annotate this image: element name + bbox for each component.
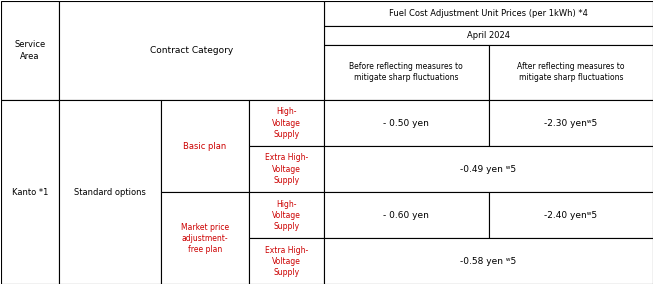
Text: Service
Area: Service Area [14, 40, 46, 61]
Text: Market price
adjustment-
free plan: Market price adjustment- free plan [181, 223, 229, 254]
Text: April 2024: April 2024 [467, 31, 510, 40]
Text: Kanto *1: Kanto *1 [12, 188, 48, 197]
Bar [489, 100, 653, 146]
Text: After reflecting measures to
mitigate sharp fluctuations: After reflecting measures to mitigate sh… [517, 62, 625, 82]
Bar [324, 238, 653, 284]
Text: - 0.50 yen: - 0.50 yen [383, 119, 429, 127]
Text: - 0.60 yen: - 0.60 yen [383, 211, 429, 220]
Bar [324, 26, 653, 45]
Bar [249, 100, 324, 146]
Text: High-
Voltage
Supply: High- Voltage Supply [272, 107, 301, 139]
Text: -2.40 yenʷ5: -2.40 yenʷ5 [544, 211, 598, 220]
Bar [324, 192, 489, 238]
Bar [249, 146, 324, 192]
Text: High-
Voltage
Supply: High- Voltage Supply [272, 200, 301, 231]
Bar [324, 1, 653, 26]
Text: Fuel Cost Adjustment Unit Prices (per 1kWh) *4: Fuel Cost Adjustment Unit Prices (per 1k… [389, 9, 588, 18]
Bar [1, 1, 60, 100]
Bar [324, 146, 653, 192]
Text: Standard options: Standard options [74, 188, 146, 197]
Text: Extra High-
Voltage
Supply: Extra High- Voltage Supply [265, 246, 308, 277]
Bar [60, 100, 161, 284]
Bar [249, 238, 324, 284]
Bar [489, 192, 653, 238]
Bar [60, 1, 324, 100]
Text: Before reflecting measures to
mitigate sharp fluctuations: Before reflecting measures to mitigate s… [349, 62, 463, 82]
Text: Extra High-
Voltage
Supply: Extra High- Voltage Supply [265, 154, 308, 185]
Bar [161, 192, 249, 284]
Bar [489, 45, 653, 100]
Bar [161, 100, 249, 192]
Text: -2.30 yenʷ5: -2.30 yenʷ5 [544, 119, 598, 127]
Bar [324, 45, 489, 100]
Bar [249, 192, 324, 238]
Text: -0.49 yen ʷ5: -0.49 yen ʷ5 [460, 165, 517, 174]
Text: Contract Category: Contract Category [150, 46, 233, 55]
Text: -0.58 yen ʷ5: -0.58 yen ʷ5 [460, 257, 517, 266]
Bar [1, 100, 60, 284]
Bar [324, 100, 489, 146]
Text: Basic plan: Basic plan [183, 142, 226, 150]
